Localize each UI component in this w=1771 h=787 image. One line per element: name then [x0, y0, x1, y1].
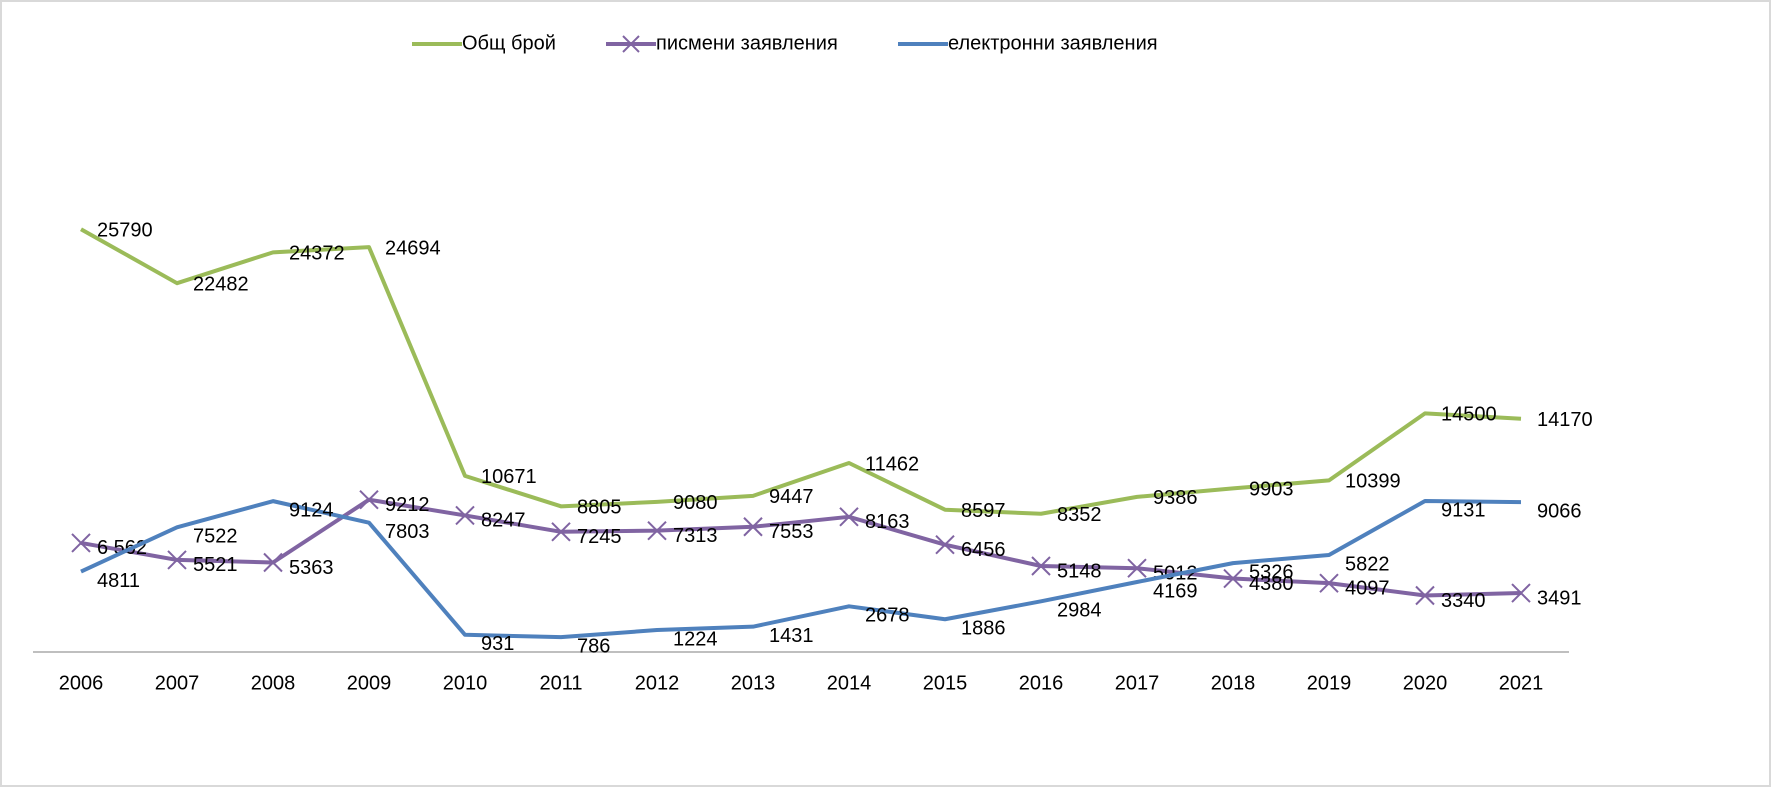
data-label: 8597	[961, 500, 1006, 522]
data-label: 4811	[97, 570, 140, 592]
data-label: 11462	[865, 453, 919, 475]
data-label: 10399	[1345, 471, 1401, 493]
x-tick-label: 2020	[1403, 672, 1448, 694]
x-marker	[647, 520, 667, 541]
data-label: 2984	[1057, 600, 1102, 622]
data-label: 4169	[1153, 580, 1198, 602]
x-tick-label: 2007	[155, 672, 200, 694]
data-label: 5326	[1249, 561, 1294, 583]
x-marker	[455, 505, 475, 526]
data-label: 9903	[1249, 479, 1294, 501]
x-marker	[551, 522, 571, 542]
data-label: 786	[577, 635, 610, 657]
x-tick-label: 2013	[731, 672, 776, 694]
data-label: 25790	[97, 219, 153, 241]
x-marker	[839, 507, 859, 527]
data-label: 7803	[385, 521, 430, 543]
data-label: 931	[481, 633, 514, 655]
x-tick-label: 2011	[539, 672, 582, 694]
x-marker	[1319, 573, 1339, 593]
legend-marker	[622, 35, 640, 53]
data-label: 5148	[1057, 560, 1102, 582]
data-label: 24372	[289, 243, 345, 265]
x-tick-label: 2021	[1499, 672, 1544, 694]
x-marker	[71, 533, 91, 553]
x-marker	[359, 489, 379, 510]
x-tick-label: 2006	[59, 672, 104, 694]
data-label: 3340	[1441, 590, 1486, 612]
data-label: 4097	[1345, 577, 1390, 599]
data-label: 9080	[673, 492, 718, 514]
x-marker	[743, 517, 763, 537]
x-tick-label: 2009	[347, 672, 392, 694]
x-marker	[1127, 558, 1147, 578]
data-label: 6 562	[97, 537, 147, 559]
x-marker	[1223, 568, 1243, 589]
x-tick-label: 2018	[1211, 672, 1256, 694]
data-label: 9447	[769, 486, 814, 508]
data-label: 5521	[193, 554, 238, 576]
data-label: 24694	[385, 237, 441, 259]
data-label: 9066	[1537, 500, 1582, 522]
data-label: 4380	[1249, 573, 1294, 595]
data-label: 7522	[193, 526, 238, 548]
data-label: 8352	[1057, 504, 1102, 526]
data-label: 8247	[481, 510, 526, 532]
x-marker	[1031, 556, 1051, 576]
data-label: 14500	[1441, 404, 1497, 426]
legend-label: писмени заявления	[656, 32, 838, 54]
data-label: 8805	[577, 497, 622, 519]
data-label: 1224	[673, 628, 718, 650]
data-label: 7553	[769, 521, 814, 543]
x-tick-label: 2014	[827, 672, 872, 694]
data-label: 9124	[289, 499, 334, 521]
x-tick-label: 2019	[1307, 672, 1352, 694]
data-label: 10671	[481, 466, 537, 488]
x-marker	[935, 534, 955, 555]
data-label: 9212	[385, 494, 430, 516]
data-label: 2678	[865, 605, 910, 627]
data-label: 9131	[1441, 499, 1486, 521]
x-marker	[263, 552, 283, 573]
data-label: 9386	[1153, 487, 1198, 509]
x-tick-label: 2012	[635, 672, 680, 694]
x-tick-label: 2017	[1115, 672, 1160, 694]
x-marker	[1415, 585, 1435, 606]
x-marker	[1511, 583, 1531, 603]
legend-label: електронни заявления	[948, 32, 1158, 54]
data-label: 14170	[1537, 409, 1593, 431]
data-label: 1886	[961, 618, 1006, 640]
data-label: 5822	[1345, 553, 1390, 575]
x-tick-label: 2016	[1019, 672, 1064, 694]
series-line	[80, 499, 1522, 640]
series-line	[80, 227, 1522, 516]
x-tick-label: 2010	[443, 672, 488, 694]
data-label: 7313	[673, 525, 718, 547]
data-label: 5363	[289, 557, 334, 579]
data-label: 22482	[193, 273, 249, 295]
data-label: 3491	[1537, 587, 1582, 609]
x-tick-label: 2015	[923, 672, 968, 694]
data-label: 8163	[865, 511, 910, 533]
series-line	[80, 497, 1522, 598]
x-marker	[167, 550, 187, 570]
data-label: 6456	[961, 539, 1006, 561]
legend-label: Общ брой	[462, 32, 556, 54]
x-tick-label: 2008	[251, 672, 296, 694]
data-label: 1431	[769, 625, 814, 647]
data-label: 7245	[577, 526, 622, 548]
